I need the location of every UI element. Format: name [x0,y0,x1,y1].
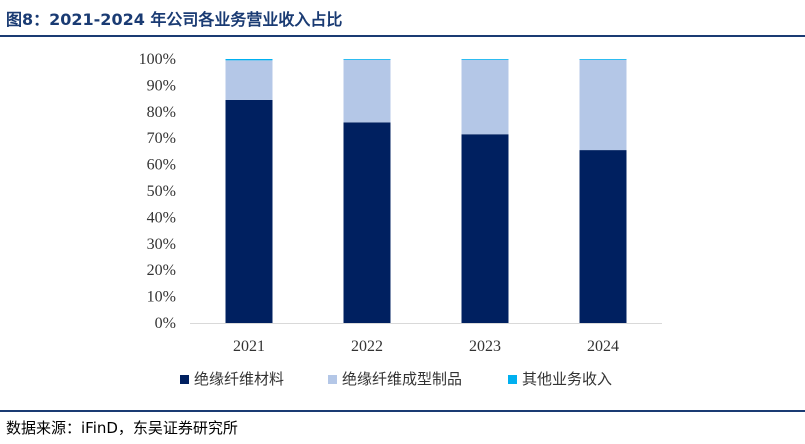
bar-segment-1-2022 [343,122,391,323]
y-tick-label: 40% [147,209,176,226]
legend-label: 绝缘纤维成型制品 [342,370,462,388]
y-tick-label: 20% [147,262,176,279]
legend-swatch [180,375,189,384]
x-tick-label: 2022 [351,338,383,355]
bar-segment-2-2022 [343,59,391,123]
y-tick-label: 50% [147,183,176,200]
bar-segment-3-2021 [225,59,273,61]
x-tick-label: 2021 [233,338,265,355]
y-tick-label: 60% [147,157,176,174]
bar-segment-2-2023 [461,59,509,135]
figure-title: 图8：2021-2024 年公司各业务营业收入占比 [6,10,343,29]
legend-swatch [328,375,337,384]
y-axis-labels: 0% 10% 20% 30% 40% 50% 60% 70% 80% 90% 100% [139,51,176,332]
y-tick-label: 70% [147,130,176,147]
legend-label: 绝缘纤维材料 [194,370,284,388]
legend-label: 其他业务收入 [522,370,612,388]
bar-segment-2-2024 [579,59,627,151]
x-tick-label: 2024 [587,338,619,355]
title-divider [0,35,805,37]
bar-segment-2-2021 [225,60,273,100]
source-note: 数据来源：iFinD，东吴证券研究所 [6,419,238,437]
bar-segment-1-2021 [225,99,273,323]
bar-segment-3-2022 [343,59,391,60]
bar-segment-3-2024 [579,59,627,60]
x-axis-labels: 2021 2022 2023 2024 [233,338,619,355]
bar-segment-1-2023 [461,134,509,323]
y-tick-label: 0% [155,315,176,332]
bar-segment-1-2024 [579,150,627,323]
y-tick-label: 90% [147,77,176,94]
y-tick-label: 30% [147,236,176,253]
y-tick-label: 100% [139,51,176,68]
y-tick-label: 10% [147,289,176,306]
source-divider [0,410,805,412]
bars [225,59,627,323]
x-tick-label: 2023 [469,338,501,355]
y-tick-label: 80% [147,104,176,121]
legend: 绝缘纤维材料 绝缘纤维成型制品 其他业务收入 [180,370,612,388]
legend-swatch [508,375,517,384]
bar-segment-3-2023 [461,59,509,60]
stacked-bar-chart: 0%10%20%30%40%50%60%70%80%90%100% 2021 20… [139,51,662,388]
